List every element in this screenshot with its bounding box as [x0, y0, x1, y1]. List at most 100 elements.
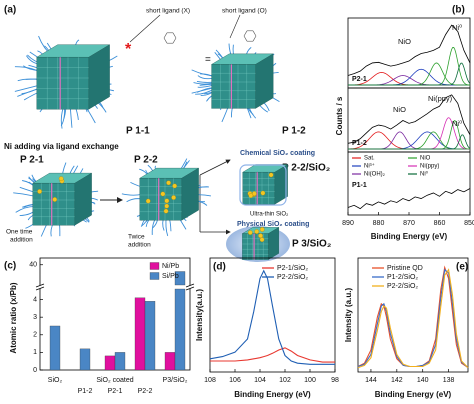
- axis-break: [185, 283, 195, 288]
- y-tick-label: 4: [33, 296, 37, 303]
- fit-peak: [348, 62, 471, 86]
- equals-sign: =: [205, 55, 211, 66]
- bar-part: [174, 271, 186, 286]
- bar: [174, 271, 186, 371]
- legend-label: Sat.: [364, 156, 375, 162]
- x-tick-label: 106: [229, 377, 241, 384]
- ni-site: [164, 198, 170, 204]
- panel-label: (b): [452, 5, 465, 16]
- x-tick-label: 102: [279, 377, 291, 384]
- y-tick-label: 40: [29, 262, 37, 269]
- ni-site: [52, 197, 58, 202]
- note: Twice: [128, 234, 145, 241]
- ligand-label: short ligand (O): [222, 8, 267, 15]
- series-line: [209, 269, 335, 365]
- ligand: [13, 192, 36, 197]
- ligand: [121, 193, 143, 196]
- ni-site: [37, 189, 42, 194]
- note: addition: [128, 242, 151, 249]
- molecule-bond: [163, 32, 168, 39]
- bar: [79, 348, 91, 371]
- legend-label: Ni(ppy): [420, 164, 439, 170]
- legend-label: NiO: [420, 156, 431, 162]
- molecule-bond: [243, 30, 248, 37]
- bar: [164, 352, 176, 371]
- x-tick-label: 142: [391, 377, 403, 384]
- fit-peak: [348, 134, 471, 150]
- silica-thin: [239, 164, 287, 206]
- ni-site: [145, 198, 151, 204]
- subplot-label: P1-2: [352, 140, 367, 147]
- y-axis-title: Intensity (a.u.): [344, 288, 353, 343]
- cube-front: [211, 64, 256, 109]
- ni-site: [268, 172, 274, 178]
- sample-label: P 3/SiO₂: [292, 239, 331, 250]
- note: Ultra-thin SiO₂: [250, 212, 289, 218]
- plot-frame: [209, 257, 336, 373]
- x-tick-label: 108: [204, 377, 216, 384]
- break-gap: [37, 285, 193, 289]
- plot-frame: [357, 257, 469, 373]
- y-tick-label: 3: [33, 314, 37, 321]
- y-axis-title: Intensity(a.u.): [195, 289, 204, 341]
- bar-part: [174, 288, 186, 371]
- x-tick-label: 138: [443, 377, 455, 384]
- panel-label: (a): [4, 5, 16, 16]
- x-tick-label: SiO₂: [48, 377, 63, 384]
- x-tick-label: 144: [365, 377, 377, 384]
- bar: [49, 325, 61, 371]
- raw-spectrum: [347, 188, 471, 210]
- sample-label: P 1-2: [282, 126, 306, 137]
- x-tick-label: P3/SiO₂: [163, 377, 188, 384]
- ni-site: [163, 208, 169, 214]
- sample-label: P 1-1: [126, 126, 150, 137]
- y-axis-title: Atomic ratio (x/Pb): [9, 282, 18, 353]
- x-tick-label: 98: [331, 377, 339, 384]
- ni-site: [247, 230, 253, 235]
- molecule-bond: [252, 30, 257, 37]
- series-line: [357, 268, 469, 369]
- cube-front: [242, 171, 276, 205]
- panel-label: (d): [213, 262, 226, 273]
- panel-label: (c): [4, 261, 16, 272]
- ni-site: [166, 180, 171, 186]
- ni-site: [260, 190, 266, 196]
- cube-front: [36, 57, 89, 110]
- subplot-label: P2-1: [352, 76, 367, 83]
- legend-label: P2-1/SiO₂: [277, 265, 308, 272]
- legend-label: Si/Pb: [162, 273, 179, 280]
- subplot-label: P1-1: [352, 182, 367, 189]
- sample-label: P 2-2/SiO₂: [282, 163, 330, 174]
- ni-site: [259, 237, 265, 242]
- sample-label: P 2-2: [134, 155, 158, 166]
- pointer: [129, 14, 161, 43]
- step-label: Chemical SiO₂ coating: [240, 150, 315, 157]
- molecule-bond: [243, 35, 248, 42]
- x-tick-label: 850: [464, 220, 474, 227]
- group-label: SiO₂ coated: [96, 377, 133, 384]
- x-axis-title: Binding Energy (eV): [375, 390, 452, 399]
- legend-label: P2-2/SiO₂: [387, 283, 418, 290]
- peak-annotation: Ni(ppy): [428, 94, 453, 103]
- x-tick-label: 880: [373, 220, 385, 227]
- ni-site: [254, 229, 260, 234]
- ligand: [196, 81, 214, 83]
- bar: [144, 301, 156, 371]
- ni-site: [259, 227, 265, 232]
- x-tick-label: 870: [403, 220, 415, 227]
- ni-site: [172, 183, 177, 189]
- ni-site: [171, 195, 176, 200]
- legend-label: Ni/Pb: [162, 263, 179, 270]
- y-tick-label: 1: [33, 349, 37, 356]
- x-tick-label: 104: [254, 377, 266, 384]
- legend-label: Ni³⁺: [364, 163, 375, 170]
- legend-label: P2-2/SiO₂: [277, 274, 308, 281]
- peak-annotation: Ni⁰: [452, 23, 462, 32]
- bar: [134, 297, 146, 371]
- x-tick-label: 860: [434, 220, 446, 227]
- legend-swatch: [149, 262, 160, 270]
- ni-site: [58, 176, 64, 181]
- ligand-label: short ligand (X): [146, 8, 190, 15]
- x-axis-title: Binding Energy (eV): [234, 390, 311, 399]
- ni-site: [258, 233, 263, 239]
